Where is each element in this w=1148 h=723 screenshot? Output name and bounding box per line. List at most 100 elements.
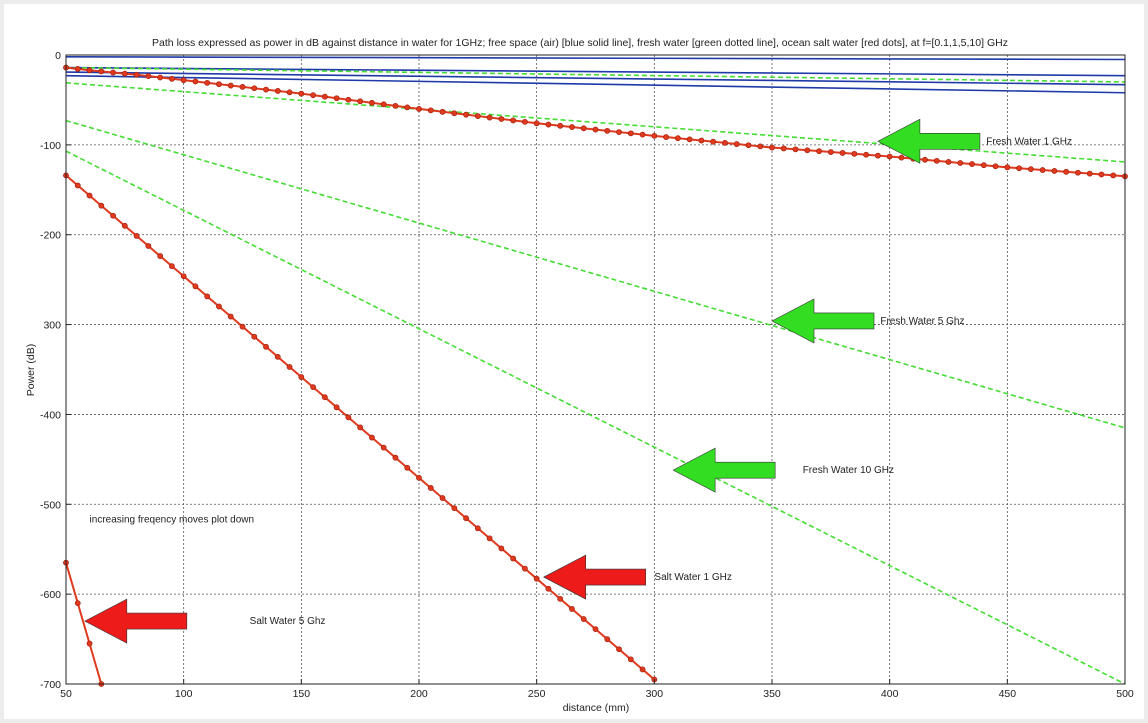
salt-water-data-point — [580, 125, 587, 132]
salt-water-data-point — [121, 70, 128, 77]
free-space-series-line-3 — [65, 71, 1126, 86]
x-tick-label: 300 — [646, 688, 664, 700]
salt-water-data-point — [216, 303, 222, 310]
salt-water-data-point — [1027, 166, 1034, 173]
salt-water-data-point — [663, 134, 669, 140]
salt-water-data-point — [263, 86, 269, 93]
salt-water-data-point — [239, 323, 246, 330]
y-tick-label: 0 — [55, 50, 61, 62]
salt-water-data-point — [286, 364, 293, 370]
salt-water-data-point — [439, 108, 446, 115]
salt-water-data-point — [698, 137, 705, 144]
salt-water-data-point — [757, 143, 764, 150]
salt-water-data-point — [957, 160, 964, 166]
salt-water-data-point — [1086, 170, 1093, 177]
salt-water-data-point — [945, 159, 952, 165]
x-tick-label: 500 — [1116, 688, 1134, 700]
salt-water-data-point — [321, 93, 328, 100]
salt-water-data-point — [110, 212, 116, 219]
salt-water-data-point — [722, 139, 728, 146]
free-space-series-line-2 — [65, 66, 1126, 77]
salt-water-data-point — [510, 555, 517, 562]
salt-water-data-point — [616, 129, 622, 135]
annotation-label: Fresh Water 10 GHz — [803, 465, 894, 476]
salt-water-data-point — [121, 222, 128, 229]
salt-water-data-point — [74, 600, 81, 607]
salt-water-data-point — [592, 126, 599, 133]
salt-water-data-point — [133, 71, 140, 78]
salt-water-data-point — [416, 106, 422, 112]
salt-water-data-point — [651, 132, 658, 139]
x-tick-label: 200 — [410, 688, 428, 700]
salt-water-data-point — [180, 273, 187, 280]
x-tick-label: 450 — [999, 688, 1017, 700]
salt-water-data-point — [380, 444, 387, 451]
plot-frame — [65, 54, 1126, 685]
salt-water-data-point — [204, 293, 211, 300]
y-tick-label: -200 — [40, 230, 61, 242]
salt-water-data-point — [969, 161, 975, 167]
salt-water-data-point — [816, 148, 822, 155]
salt-water-data-point — [1051, 168, 1058, 174]
salt-water-data-point — [733, 141, 740, 147]
y-axis-ticks: 0 -100 -200 300 -400 -500 -600 -700 — [40, 50, 71, 691]
salt-water-data-point — [592, 626, 599, 632]
annotation-label: Fresh Water 5 Ghz — [880, 316, 964, 327]
annotation-arrow — [877, 118, 981, 164]
annotation-label: Fresh Water 1 GHz — [986, 136, 1072, 147]
salt-water-data-point — [310, 384, 316, 391]
x-tick-label: 250 — [528, 688, 546, 700]
salt-water-data-point — [404, 104, 411, 111]
salt-water-data-point — [616, 646, 622, 653]
salt-water-data-point — [1098, 171, 1105, 178]
chart-title: Path loss expressed as power in dB again… — [152, 37, 1008, 49]
salt-water-data-point — [863, 151, 870, 158]
salt-water-data-point — [463, 515, 469, 522]
y-tick-label: 300 — [43, 320, 61, 332]
salt-water-data-point — [274, 88, 281, 94]
annotation-label: Salt Water 5 Ghz — [250, 616, 326, 627]
salt-water-data-point — [345, 96, 352, 103]
salt-water-data-point — [804, 147, 811, 154]
salt-water-data-point — [769, 144, 775, 151]
y-axis-label: Power (dB) — [25, 344, 37, 397]
salt-water-data-point — [251, 85, 258, 92]
annotation-arrow — [543, 554, 647, 600]
salt-water-data-point — [992, 163, 999, 170]
annotations: Fresh Water 1 GHz Fresh Water 5 Ghz Fresh … — [84, 118, 1072, 644]
salt-water-data-point — [674, 135, 681, 142]
salt-water-data-point — [569, 124, 575, 130]
salt-water-data-point — [980, 162, 987, 169]
x-tick-label: 350 — [763, 688, 781, 700]
salt-water-data-point — [474, 113, 481, 120]
salt-water-data-point — [498, 116, 505, 122]
y-tick-label: -100 — [40, 140, 61, 152]
salt-water-data-point — [933, 157, 940, 164]
fresh-water-series-line-5 — [65, 66, 1126, 83]
salt-water-data-point — [345, 414, 352, 421]
x-axis-label: distance (mm) — [563, 702, 630, 714]
salt-water-data-point — [710, 138, 717, 145]
salt-water-data-point — [333, 95, 340, 102]
salt-water-data-point — [168, 75, 175, 82]
annotation-note: increasing freqency moves plot down — [90, 514, 255, 525]
salt-water-data-point — [463, 111, 469, 118]
salt-water-data-point — [898, 154, 905, 161]
salt-water-data-point — [416, 474, 422, 481]
free-space-series-line-1 — [65, 55, 1126, 61]
salt-water-data-point — [227, 313, 234, 320]
salt-water-data-point — [380, 101, 387, 108]
annotation-arrow — [84, 598, 188, 644]
annotation-label: Salt Water 1 GHz — [654, 572, 731, 583]
salt-water-data-point — [439, 495, 446, 501]
salt-water-data-point — [557, 595, 564, 602]
salt-water-data-point — [145, 73, 152, 80]
salt-water-data-point — [1039, 167, 1046, 173]
salt-water-data-point — [486, 114, 493, 121]
salt-water-series-line-11 — [65, 562, 103, 685]
salt-water-data-point — [263, 343, 269, 350]
salt-water-data-point — [451, 505, 458, 512]
salt-water-data-point — [533, 575, 540, 582]
salt-water-data-point — [110, 69, 116, 76]
